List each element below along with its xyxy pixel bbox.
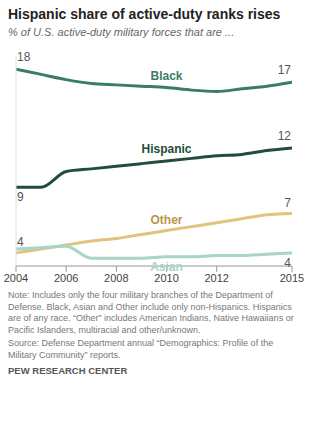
- svg-text:7: 7: [284, 196, 291, 210]
- html-text:Hispanic share of active-duty: Hispanic share of active-duty ranks rise…: [8, 6, 281, 22]
- svg-text:2006: 2006: [54, 272, 78, 284]
- svg-text:2012: 2012: [204, 272, 228, 284]
- svg-text:17: 17: [278, 63, 292, 77]
- svg-text:4: 4: [17, 235, 24, 249]
- svg-text:Asian: Asian: [150, 260, 183, 274]
- svg-text:9: 9: [17, 190, 24, 204]
- html-text:PEW RESEARCH CENTER: PEW RESEARCH CENTER: [8, 365, 128, 376]
- svg-text:Hispanic: Hispanic: [142, 142, 192, 156]
- svg-text:12: 12: [278, 129, 292, 143]
- svg-text:4: 4: [284, 256, 291, 270]
- html-text:Source: Defense Department ann: Source: Defense Department annual “Demog…: [8, 338, 274, 360]
- svg-text:18: 18: [17, 50, 31, 64]
- svg-text:2008: 2008: [104, 272, 128, 284]
- svg-text:Other: Other: [151, 213, 183, 227]
- svg-text:2010: 2010: [154, 271, 179, 284]
- svg-text:2004: 2004: [8, 272, 28, 284]
- svg-text:Black: Black: [151, 69, 183, 83]
- html-text:Note: Includes only the four m: Note: Includes only the four military br…: [8, 290, 294, 335]
- html-text:% of U.S. active-duty military: % of U.S. active-duty military forces th…: [8, 26, 235, 38]
- svg-text:2015: 2015: [280, 272, 302, 284]
